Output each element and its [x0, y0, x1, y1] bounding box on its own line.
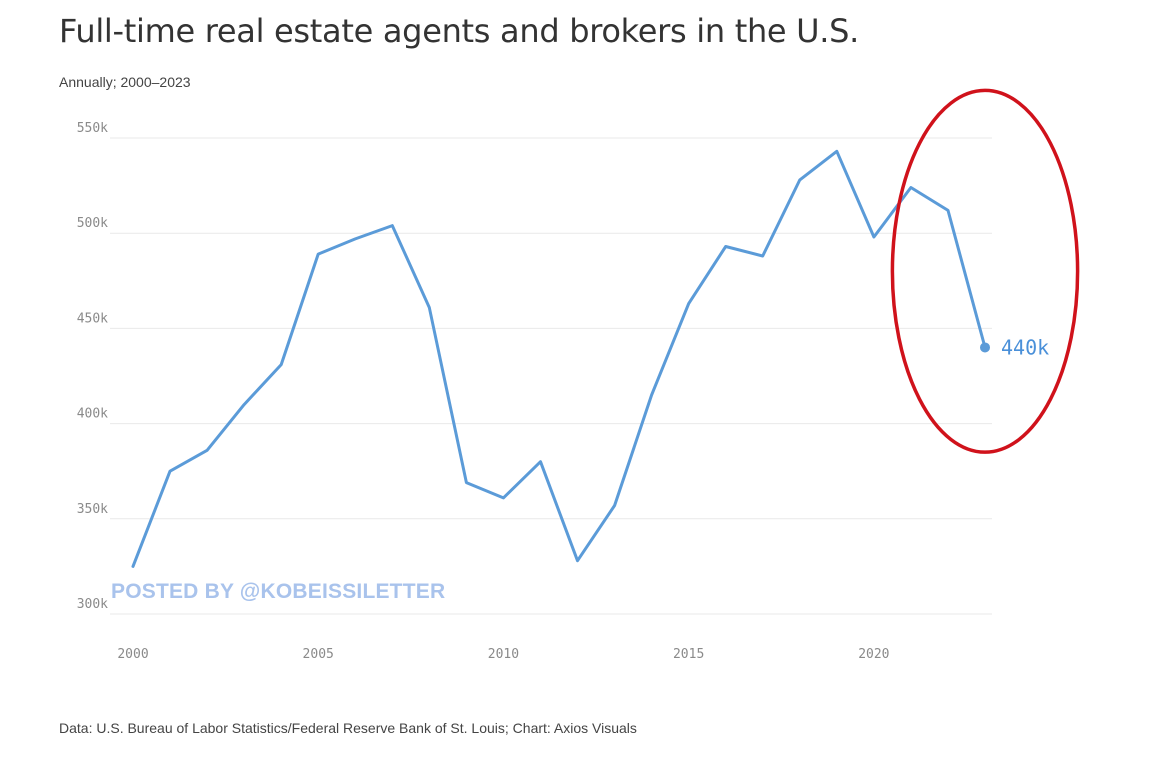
- chart-subtitle: Annually; 2000–2023: [59, 74, 191, 90]
- y-tick-label: 300k: [77, 597, 108, 612]
- data-point: [502, 496, 505, 499]
- data-point: [576, 559, 579, 562]
- highlight-ellipse: [890, 88, 1080, 454]
- data-point: [132, 565, 135, 568]
- y-tick-label: 500k: [77, 216, 108, 231]
- y-axis-tick-labels: 550k 500k 450k 400k 350k 300k: [77, 121, 108, 612]
- x-axis-tick-labels: 2000 2005 2010 2015 2020: [117, 647, 889, 662]
- data-point: [465, 481, 468, 484]
- data-point: [613, 504, 616, 507]
- x-tick-label: 2010: [488, 647, 519, 662]
- y-tick-label: 450k: [77, 311, 108, 326]
- data-point: [798, 178, 801, 181]
- end-point-marker: [980, 342, 990, 353]
- data-point: [909, 186, 912, 189]
- data-point: [872, 236, 875, 239]
- data-point: [354, 237, 357, 240]
- y-tick-label: 350k: [77, 502, 108, 517]
- data-point: [280, 363, 283, 366]
- end-value-label: 440k: [1001, 335, 1049, 359]
- data-point: [835, 150, 838, 153]
- grid-lines: [110, 137, 992, 615]
- chart-title: Full-time real estate agents and brokers…: [59, 12, 860, 50]
- data-point: [391, 224, 394, 227]
- chart-source: Data: U.S. Bureau of Labor Statistics/Fe…: [59, 720, 637, 736]
- y-tick-label: 550k: [77, 121, 108, 136]
- data-point: [243, 403, 246, 406]
- y-tick-label: 400k: [77, 407, 108, 422]
- x-tick-label: 2005: [303, 647, 334, 662]
- data-point: [724, 245, 727, 248]
- data-point: [428, 306, 431, 309]
- annotations-group: 440k: [890, 88, 1080, 454]
- watermark: POSTED BY @KOBEISSILETTER: [111, 580, 446, 603]
- data-point: [687, 302, 690, 305]
- data-point: [650, 394, 653, 397]
- data-point: [946, 209, 949, 212]
- data-point: [206, 449, 209, 452]
- data-point: [317, 253, 320, 256]
- x-tick-label: 2015: [673, 647, 704, 662]
- series-group: [131, 149, 987, 568]
- data-point: [169, 470, 172, 473]
- series-line: [131, 149, 987, 568]
- x-tick-label: 2000: [117, 647, 148, 662]
- x-tick-label: 2020: [858, 647, 889, 662]
- data-point: [761, 255, 764, 258]
- data-point: [539, 460, 542, 463]
